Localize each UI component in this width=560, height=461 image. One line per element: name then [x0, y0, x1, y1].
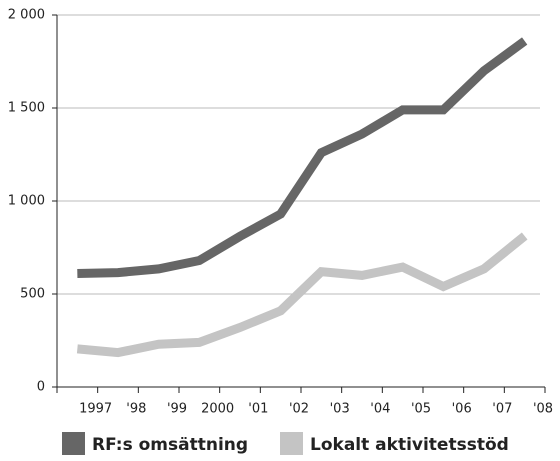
- x-tick-label: '08: [533, 402, 553, 417]
- x-tick-label: '06: [452, 402, 472, 417]
- y-tick-label: 1 500: [8, 101, 45, 116]
- y-tick-label: 2 000: [8, 8, 45, 23]
- y-tick-label: 500: [20, 287, 45, 302]
- series-line: [77, 37, 528, 279]
- y-tick-label: 1 000: [8, 194, 45, 209]
- series-line: [76, 232, 528, 358]
- legend-swatch: [280, 432, 303, 455]
- x-tick-label: '98: [126, 402, 146, 417]
- x-tick-label: '04: [370, 402, 390, 417]
- y-tick-label: 0: [37, 380, 45, 395]
- x-tick-label: '99: [167, 402, 187, 417]
- x-tick-label: 2000: [201, 402, 234, 417]
- legend-swatch: [62, 432, 85, 455]
- x-tick-label: '05: [411, 402, 431, 417]
- x-tick-label: '02: [289, 402, 309, 417]
- legend-label: Lokalt aktivitetsstöd: [310, 435, 509, 455]
- x-tick-label: '07: [492, 402, 512, 417]
- x-tick-label: 1997: [79, 402, 112, 417]
- legend-label: RF:s omsättning: [92, 435, 248, 455]
- x-tick-label: '01: [248, 402, 268, 417]
- x-tick-label: '03: [330, 402, 350, 417]
